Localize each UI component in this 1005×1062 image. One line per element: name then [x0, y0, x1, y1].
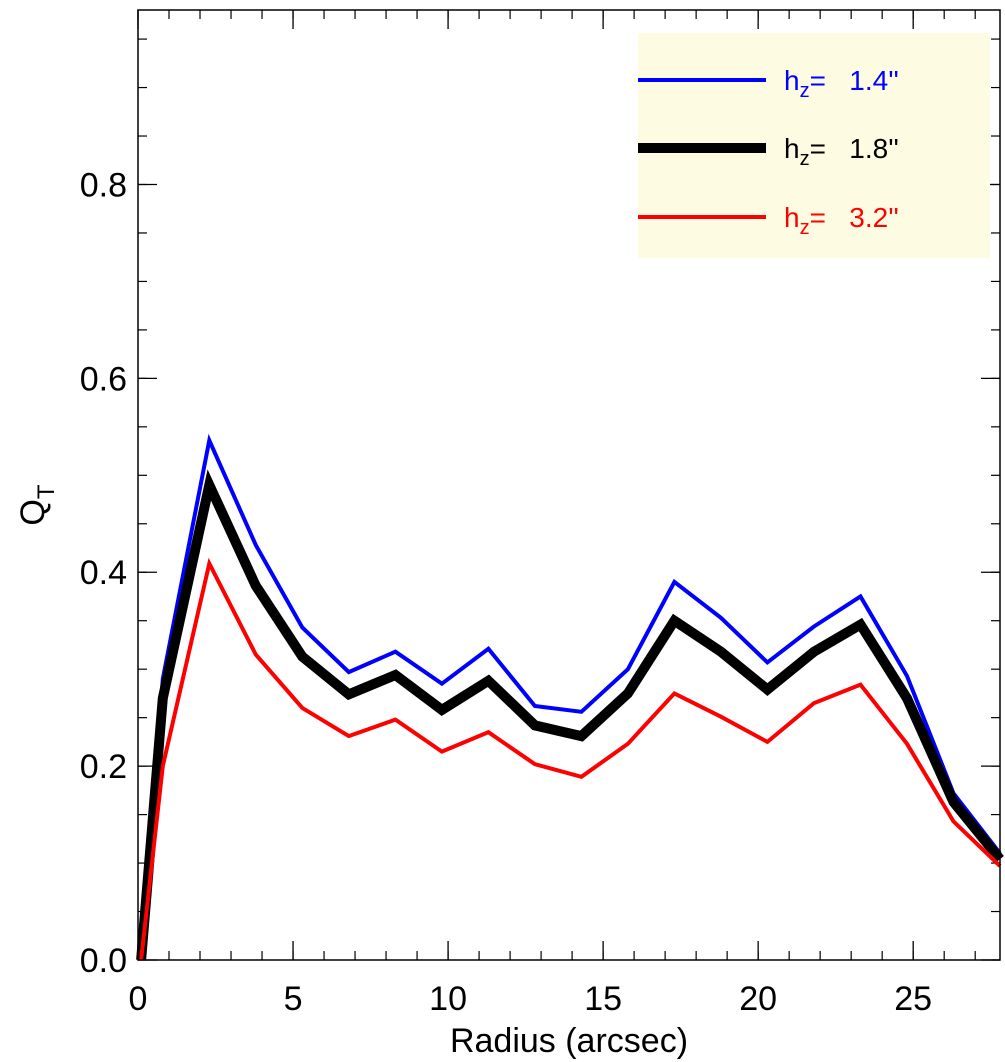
y-tick-label: 0.2 [80, 748, 127, 786]
x-tick-label: 5 [284, 980, 303, 1018]
legend-label-suffix: = 3.2'' [810, 202, 899, 233]
legend-label-suffix: = 1.4'' [810, 65, 899, 96]
legend-label-1: hz= 1.4'' [784, 65, 899, 102]
legend-label-sub: z [800, 217, 810, 239]
y-tick-label: 0.0 [80, 942, 127, 980]
plot-frame [137, 9, 1001, 961]
data-lines [136, 433, 1004, 961]
y-tick-label: 0.6 [80, 360, 127, 398]
legend-label-suffix: = 1.8'' [810, 133, 899, 164]
y-axis-title-main: Q [14, 499, 52, 525]
series-line-2 [136, 469, 1004, 961]
x-tick-label: 0 [129, 980, 148, 1018]
x-tick-labels: 0 5 10 15 20 25 [129, 980, 933, 1018]
y-tick-label: 0.8 [80, 166, 127, 204]
x-axis-title: Radius (arcsec) [450, 1022, 688, 1060]
y-axis-title-sub: T [33, 484, 60, 499]
legend-label-3: hz= 3.2'' [784, 202, 899, 239]
legend-label-sub: z [800, 80, 810, 102]
x-tick-label: 10 [429, 980, 467, 1018]
series-line-1 [139, 433, 1002, 961]
legend: hz= 1.4''hz= 1.8''hz= 3.2'' [638, 33, 990, 258]
x-tick-label: 15 [584, 980, 622, 1018]
legend-label-prefix: h [784, 133, 800, 164]
legend-label-2: hz= 1.8'' [784, 133, 899, 170]
legend-label-prefix: h [784, 65, 800, 96]
x-tick-label: 20 [739, 980, 777, 1018]
y-axis-title: QT [14, 484, 60, 525]
legend-label-sub: z [800, 148, 810, 170]
y-tick-labels: 0.0 0.2 0.4 0.6 0.8 [80, 166, 127, 980]
series-line-3 [139, 557, 1002, 961]
y-tick-label: 0.4 [80, 554, 127, 592]
legend-label-prefix: h [784, 202, 800, 233]
x-tick-label: 25 [894, 980, 932, 1018]
